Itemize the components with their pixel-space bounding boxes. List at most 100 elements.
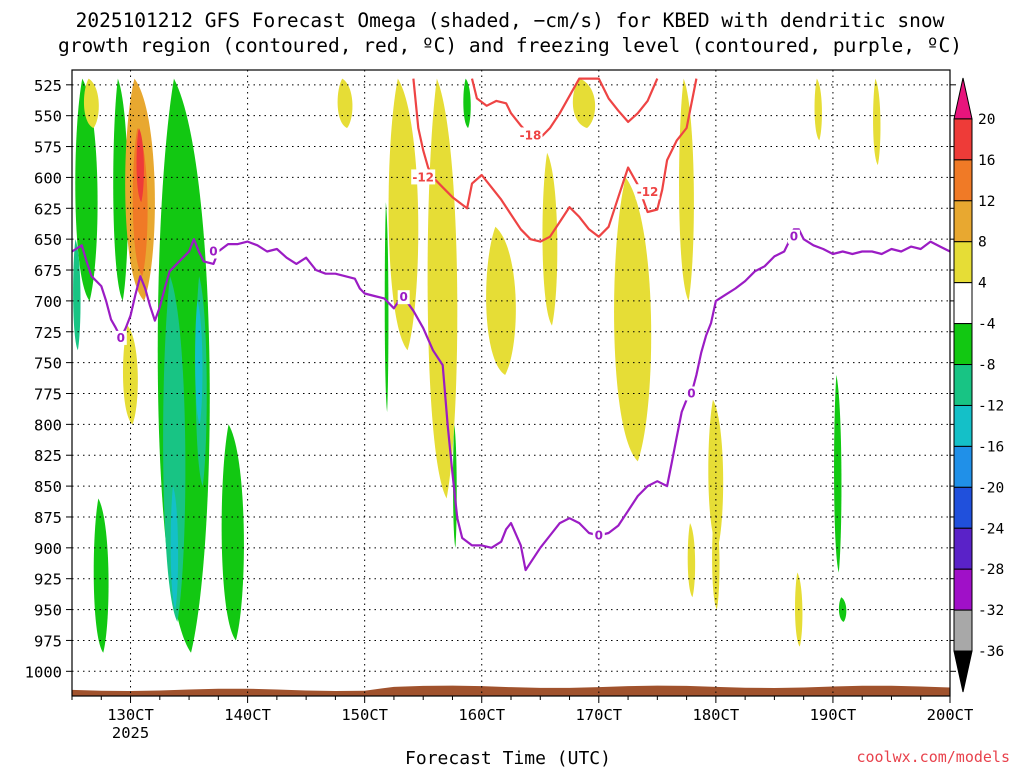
isotherm-line-minus12 — [412, 78, 698, 243]
colorbar-bin — [953, 486, 973, 529]
y-tick-label: 575 — [34, 139, 62, 157]
y-tick-label: 625 — [34, 200, 62, 218]
omega-region-32 — [814, 78, 822, 141]
y-tick-label: 850 — [34, 478, 62, 496]
freezing-level-label: 0 — [790, 230, 798, 244]
colorbar-bin — [953, 118, 973, 161]
y-tick-label: 775 — [34, 385, 62, 403]
colorbar-tick-label: 12 — [978, 194, 995, 210]
colorbar-bin — [953, 323, 973, 366]
x-tick-label: 130CT — [107, 706, 154, 724]
isotherm-label: -12 — [412, 170, 434, 184]
y-tick-label: 800 — [34, 416, 62, 434]
colorbar-cap-bottom — [953, 650, 973, 693]
isotherm-label-bg — [518, 127, 543, 143]
freezing-level-label: 0 — [400, 290, 408, 304]
omega-region-24 — [542, 152, 558, 326]
grid-layer — [72, 70, 951, 696]
y-tick-label: 925 — [34, 571, 62, 589]
isotherm-line-minus18 — [470, 77, 659, 139]
y-tick-label: 875 — [34, 509, 62, 527]
y-tick-label: 525 — [34, 77, 62, 95]
omega-region-10 — [384, 202, 389, 413]
colorbar-bin — [953, 282, 973, 325]
colorbar-tick-label: -28 — [978, 562, 1004, 578]
freezing-label-bg — [787, 229, 800, 244]
omega-region-14 — [463, 78, 471, 129]
y-tick-label: 825 — [34, 447, 62, 465]
omega-region-23 — [486, 226, 516, 375]
y-tick-label: 650 — [34, 231, 62, 249]
omega-region-12 — [834, 374, 842, 573]
freezing-level-label: 0 — [687, 386, 695, 400]
colorbar-tick-label: 4 — [978, 276, 987, 292]
omega-region-27 — [679, 78, 694, 301]
colorbar-tick-label: -20 — [978, 480, 1004, 496]
y-tick-label: 750 — [34, 355, 62, 373]
omega-region-26 — [614, 177, 652, 462]
x-tick-label: 160CT — [458, 706, 505, 724]
isotherm-label: -18 — [520, 128, 542, 142]
omega-region-33 — [873, 78, 881, 166]
y-tick-label: 700 — [34, 293, 62, 311]
y-tick-label: 950 — [34, 602, 62, 620]
isotherm-label-bg — [635, 184, 660, 200]
colorbar-bin — [953, 527, 973, 570]
y-tick-label: 675 — [34, 262, 62, 280]
freezing-level-label: 0 — [209, 245, 217, 259]
colorbar-tick-label: -36 — [978, 644, 1004, 660]
omega-region-3 — [113, 78, 129, 301]
colorbar-tick-label: -32 — [978, 603, 1004, 619]
colorbar-tick-label: -24 — [978, 521, 1004, 537]
chart-title-line-2: growth region (contoured, red, ºC) and f… — [58, 34, 962, 57]
omega-region-1 — [73, 239, 81, 351]
freezing-label-bg — [114, 330, 127, 345]
x-axis-label: Forecast Time (UTC) — [405, 748, 611, 768]
colorbar-tick-label: 20 — [978, 112, 995, 128]
colorbar-tick-label: -16 — [978, 439, 1004, 455]
x-tick-label: 190CT — [810, 706, 857, 724]
terrain-layer — [72, 685, 950, 696]
freezing-label-bg — [397, 290, 410, 305]
colorbar-bin — [953, 159, 973, 202]
contour-layer: -12 -12 -18 0 0 0 0 0 0 — [72, 77, 950, 572]
colorbar-bin — [953, 609, 973, 652]
freezing-label-bg — [592, 528, 605, 543]
colorbar-bin — [953, 404, 973, 447]
x-tick-sublabel: 2025 — [112, 724, 149, 742]
x-tick-label: 170CT — [575, 706, 622, 724]
omega-region-19 — [122, 325, 138, 425]
freezing-level-line — [72, 228, 950, 572]
colorbar-bin — [953, 364, 973, 406]
y-tick-label: 725 — [34, 324, 62, 342]
isotherm-label: -12 — [637, 185, 659, 199]
omega-region-28 — [708, 399, 724, 548]
freezing-label-bg — [207, 244, 220, 259]
x-tick-label: 200CT — [927, 706, 974, 724]
colorbar-tick-label: 8 — [978, 235, 987, 251]
colorbar-bin — [953, 568, 973, 611]
terrain-band — [72, 685, 950, 696]
colorbar: 20 16 12 8 4 -4 -8 -12 -16 -20 -24 -28 -32 -36 — [953, 77, 1004, 693]
y-tick-label: 1000 — [25, 663, 62, 681]
y-tick-label: 975 — [34, 632, 62, 650]
x-tick-label: 140CT — [224, 706, 271, 724]
omega-region-6 — [170, 486, 179, 610]
y-tick-label: 550 — [34, 108, 62, 126]
colorbar-tick-label: -8 — [978, 358, 995, 374]
colorbar-cap-top — [953, 77, 973, 120]
omega-region-30 — [687, 523, 696, 598]
omega-region-21 — [388, 78, 419, 351]
freezing-level-label: 0 — [117, 331, 125, 345]
credit-text: coolwx.com/models — [856, 748, 1010, 766]
y-axis: 525 550 575 600 625 650 675 700 725 750 775 800 825 8… — [25, 77, 956, 681]
omega-shading-layer — [73, 78, 881, 653]
freezing-level-label: 0 — [595, 528, 603, 542]
x-tick-label: 150CT — [341, 706, 388, 724]
y-tick-label: 600 — [34, 169, 62, 187]
isotherm-label-bg — [411, 169, 436, 185]
omega-region-2 — [93, 498, 109, 653]
freezing-label-bg — [685, 386, 698, 401]
